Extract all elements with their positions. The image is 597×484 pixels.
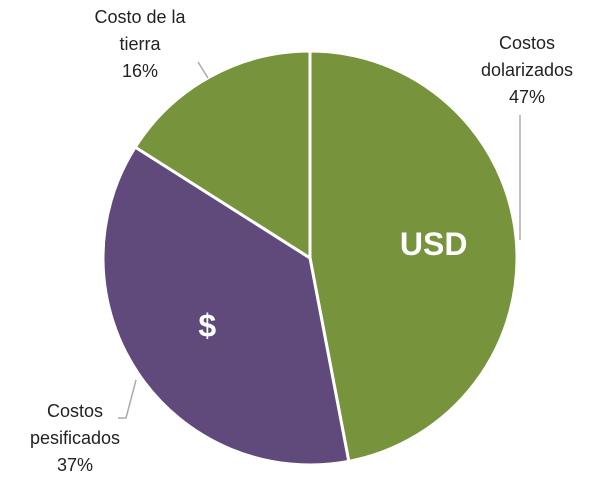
leader-line xyxy=(118,379,137,419)
category-name: Costos dolarizados xyxy=(480,33,574,80)
slice-category-label: Costos dolarizados 47% xyxy=(472,30,582,111)
category-name: Costos pesificados xyxy=(29,401,121,448)
pie-slice xyxy=(308,49,519,464)
percent-label: 37% xyxy=(56,455,94,475)
percent-label: 16% xyxy=(121,61,159,81)
pie-slice xyxy=(101,145,351,467)
slice-label: $ xyxy=(198,307,216,343)
slice-category-label: Costo de la tierra 16% xyxy=(80,4,200,85)
slice-label: USD xyxy=(400,226,468,262)
slice-category-label: Costos pesificados 37% xyxy=(20,398,130,479)
category-name: Costo de la tierra xyxy=(94,7,186,54)
leader-line xyxy=(197,61,209,79)
pie-slice xyxy=(133,49,312,261)
percent-label: 47% xyxy=(508,87,546,107)
